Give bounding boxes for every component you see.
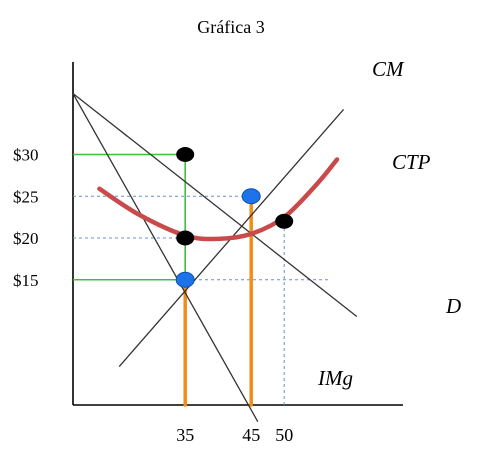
x-tick-label: 45 [242,425,260,445]
series-line-img [72,93,259,423]
series-label-ctp: CTP [392,150,431,174]
series-label-d: D [445,294,461,318]
y-tick-label: $20 [13,229,39,248]
x-tick-label: 35 [176,425,194,445]
y-tick-label: $15 [13,271,39,290]
chart-title: Gráfica 3 [197,17,264,37]
series-label-img: IMg [317,366,353,390]
intersection-point-black [176,230,195,246]
intersection-point-black [275,213,294,229]
series-line-d [72,93,358,318]
series-label-cm: CM [372,57,405,81]
y-tick-label: $25 [13,187,39,206]
intersection-point-black [176,147,195,162]
intersection-point-blue [241,188,261,205]
y-tick-label: $30 [13,146,39,165]
series-line-ctp [97,157,340,242]
x-tick-label: 50 [275,425,293,445]
plot-area: D IMg CM CTP $30 $25 $20 $15 35 45 50 [13,57,461,445]
intersection-point-blue [175,271,195,288]
